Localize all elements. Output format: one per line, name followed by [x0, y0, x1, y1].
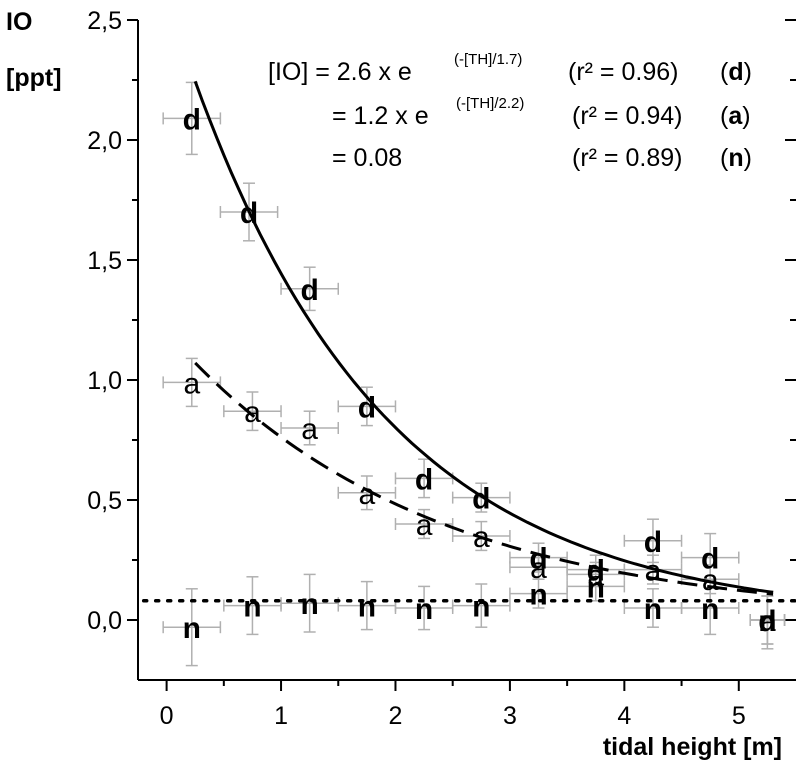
- data-point-a: a: [473, 521, 490, 554]
- equation-n-tag: n: [728, 144, 743, 172]
- equation-block: [IO] = 2.6 x e (-[TH]/1.7) (r² = 0.96) (…: [268, 51, 752, 172]
- x-tick-label: 3: [503, 702, 517, 730]
- data-point-d: d: [358, 391, 376, 424]
- error-bar-n: [451, 583, 511, 628]
- data-point-d: d: [183, 103, 201, 136]
- data-point-n: n: [472, 591, 490, 624]
- data-point-d: d: [701, 543, 719, 576]
- svg-text:(a): (a): [720, 102, 751, 130]
- svg-text:[IO] = 2.6 x e: [IO] = 2.6 x e: [268, 58, 412, 86]
- data-point-n: n: [644, 593, 662, 626]
- tick-labels: 0,0 0,5 1,0 1,5 2,0 2,5 0 1 2 3 4 5: [87, 7, 746, 730]
- data-point-a: a: [759, 605, 776, 638]
- data-point-a: a: [645, 555, 662, 588]
- error-bar-a: [337, 475, 397, 511]
- data-point-a: a: [416, 509, 433, 542]
- x-tick-label: 2: [389, 702, 403, 730]
- equation-d-tag: d: [728, 58, 743, 86]
- tick-marks: [127, 19, 796, 691]
- equation-d-lhs: [IO] =: [268, 58, 337, 86]
- x-tick-label: 0: [160, 702, 174, 730]
- data-point-a: a: [183, 367, 200, 400]
- data-point-d: d: [587, 555, 605, 588]
- y-tick-label: 2,0: [87, 127, 122, 155]
- equation-a-lhs: =: [332, 102, 354, 130]
- data-point-n: n: [415, 593, 433, 626]
- equation-n-lhs: =: [332, 144, 354, 172]
- svg-text:(n): (n): [720, 144, 752, 172]
- data-point-d: d: [529, 543, 547, 576]
- data-point-d: d: [300, 274, 318, 307]
- y-tick-label: 2,5: [87, 7, 122, 35]
- equation-a-tag: a: [728, 102, 743, 130]
- data-point-a: a: [702, 564, 719, 597]
- data-point-d: d: [644, 526, 662, 559]
- x-tick-label: 4: [617, 702, 631, 730]
- data-point-n: n: [758, 605, 776, 638]
- error-bar-n: [749, 595, 786, 645]
- data-point-d: d: [758, 605, 776, 638]
- equation-n: = 0.08 (r² = 0.89) (n): [332, 144, 752, 172]
- equation-a-r2: (r² = 0.94): [572, 102, 682, 130]
- data-point-d: d: [240, 197, 258, 230]
- data-point-n: n: [529, 579, 547, 612]
- data-point-d: d: [472, 483, 490, 516]
- x-tick-label: 1: [274, 702, 288, 730]
- data-point-a: a: [530, 552, 547, 585]
- equation-n-main: 0.08: [354, 144, 403, 172]
- error-bars: [162, 81, 786, 667]
- error-bar-a: [223, 391, 282, 432]
- svg-text:(d): (d): [720, 58, 752, 86]
- data-point-n: n: [243, 591, 261, 624]
- y-axis-title-line1: IO: [6, 8, 32, 36]
- equation-d-r2: (r² = 0.96): [568, 58, 678, 86]
- error-bar-a: [162, 357, 222, 408]
- data-point-n: n: [587, 571, 605, 604]
- equation-a-exponent: (-[TH]/2.2): [456, 95, 524, 112]
- y-axis-title-line2: [ppt]: [6, 64, 62, 92]
- error-bar-a: [280, 410, 340, 446]
- data-point-n: n: [358, 591, 376, 624]
- data-point-a: a: [244, 396, 261, 429]
- y-tick-label: 0,5: [87, 487, 122, 515]
- x-tick-label: 5: [732, 702, 746, 730]
- equation-a-main: 1.2 x e: [354, 102, 429, 130]
- data-point-n: n: [701, 593, 719, 626]
- y-tick-label: 1,0: [87, 367, 122, 395]
- data-point-d: d: [415, 463, 433, 496]
- y-tick-label: 1,5: [87, 247, 122, 275]
- equation-a: = 1.2 x e (-[TH]/2.2) (r² = 0.94) (a): [332, 95, 751, 130]
- fit-curve-a: [194, 361, 774, 596]
- error-bar-d: [337, 386, 397, 427]
- fit-curves: [141, 80, 796, 603]
- svg-text:= 0.08: = 0.08: [332, 144, 402, 172]
- equation-d-exponent: (-[TH]/1.7): [454, 51, 522, 68]
- svg-text:= 1.2 x e: = 1.2 x e: [332, 102, 429, 130]
- data-point-a: a: [301, 413, 318, 446]
- equation-n-r2: (r² = 0.89): [572, 144, 682, 172]
- data-point-n: n: [300, 588, 318, 621]
- y-tick-label: 0,0: [87, 607, 122, 635]
- data-point-a: a: [359, 478, 376, 511]
- error-bar-n: [509, 578, 568, 609]
- data-point-a: a: [587, 559, 604, 592]
- data-point-n: n: [183, 612, 201, 645]
- equation-d-main: 2.6 x e: [337, 58, 412, 86]
- equation-d: [IO] = 2.6 x e (-[TH]/1.7) (r² = 0.96) (…: [268, 51, 752, 86]
- fit-curve-d: [193, 80, 774, 594]
- x-axis-title: tidal height [m]: [603, 733, 782, 761]
